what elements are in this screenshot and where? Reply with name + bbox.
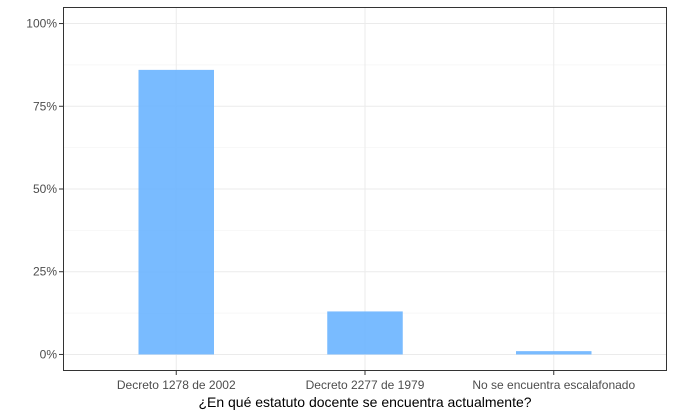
bar [327, 311, 403, 355]
x-tick-label: Decreto 1278 de 2002 [117, 378, 236, 392]
y-tick-label: 100% [26, 17, 57, 31]
x-tick-label: Decreto 2277 de 1979 [306, 378, 425, 392]
bars [138, 69, 592, 355]
x-tick-label: No se encuentra escalafonado [472, 378, 635, 392]
x-axis-title: ¿En qué estatuto docente se encuentra ac… [198, 394, 531, 410]
bar [516, 351, 592, 355]
y-tick-label: 50% [33, 182, 57, 196]
plot-border [63, 7, 667, 371]
axes: 0% 25% 50% 75% 100% Decreto 1278 de 2002 Decre… [26, 17, 635, 392]
bar [138, 69, 214, 355]
y-tick-label: 75% [33, 99, 57, 113]
y-tick-label: 0% [40, 347, 58, 361]
y-tick-label: 25% [33, 265, 57, 279]
